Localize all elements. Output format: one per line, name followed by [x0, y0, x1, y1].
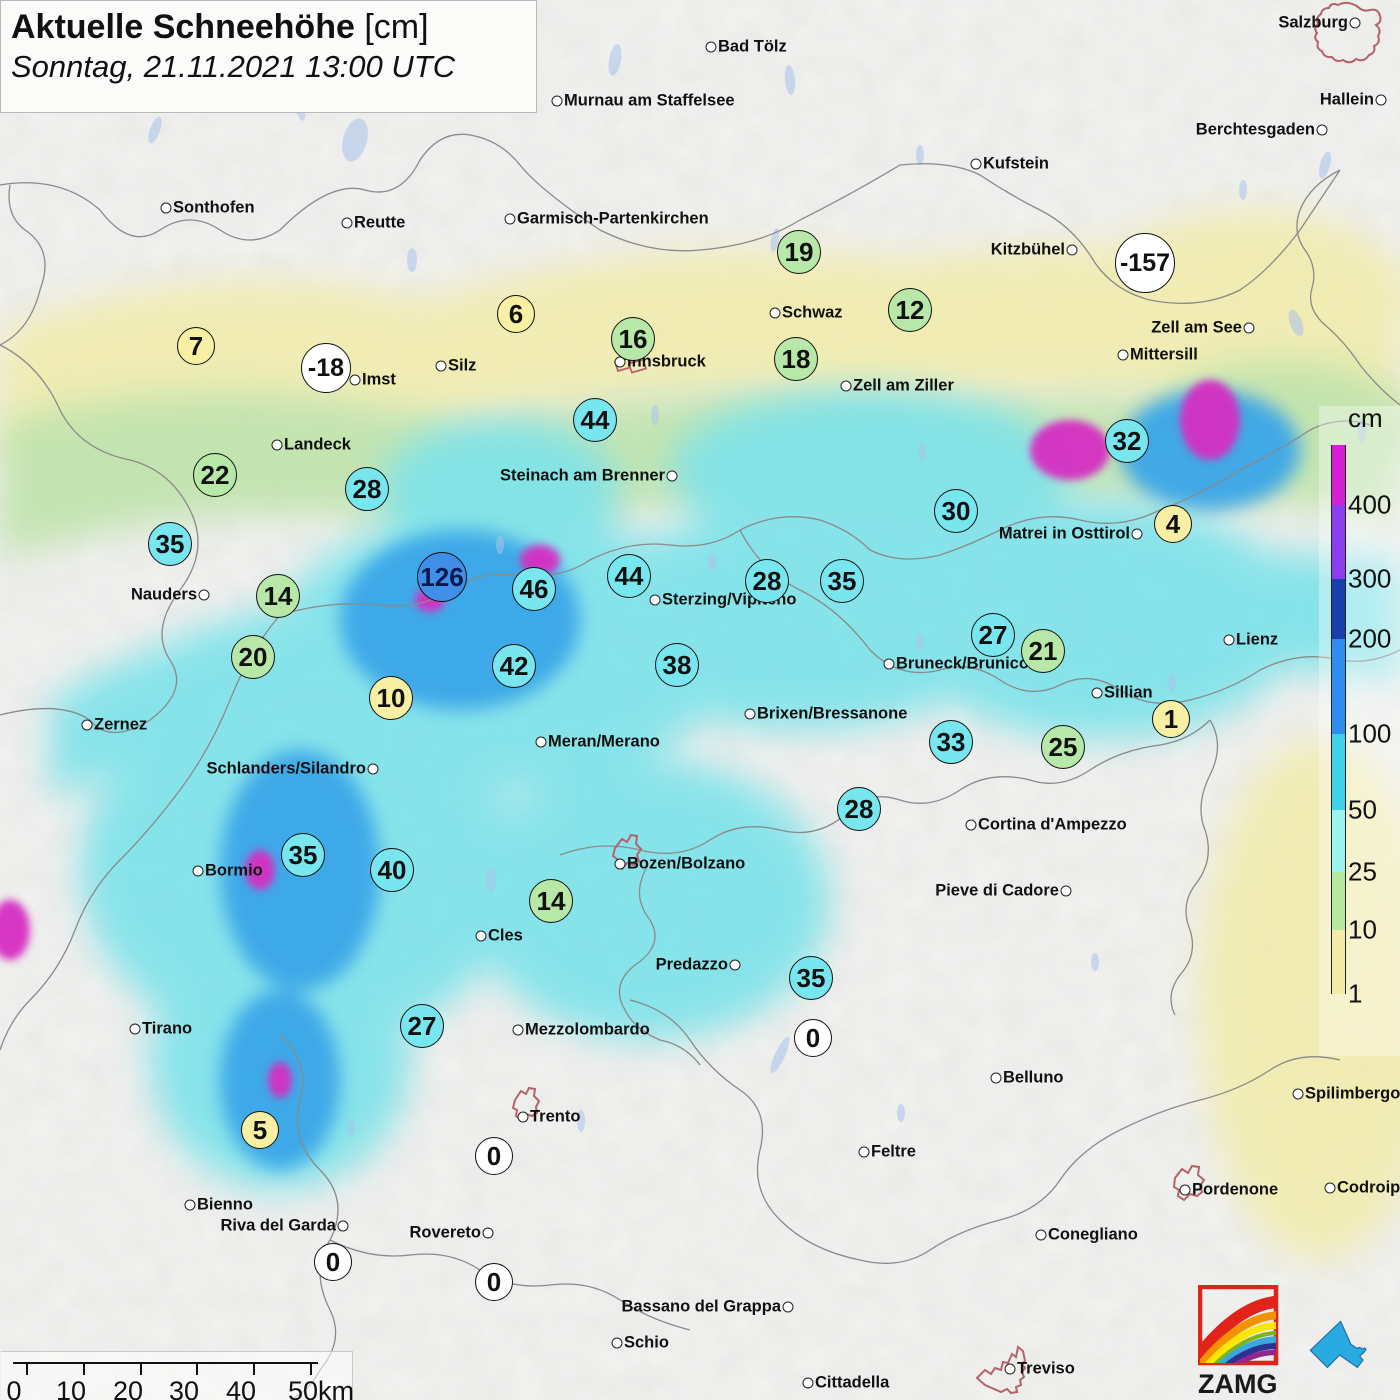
- svg-text:ZAMG: ZAMG: [1198, 1369, 1277, 1399]
